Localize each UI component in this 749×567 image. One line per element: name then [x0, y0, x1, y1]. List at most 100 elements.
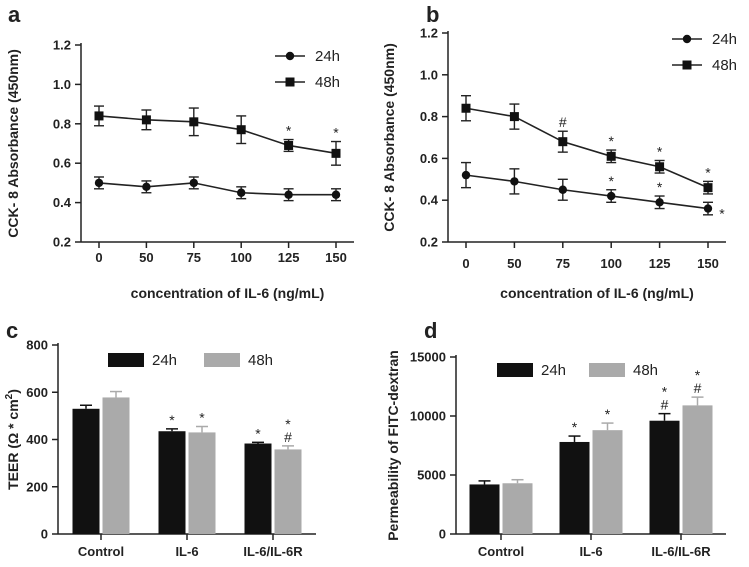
- x-tick-label: 0: [95, 250, 102, 265]
- significance-label: *: [662, 384, 668, 400]
- y-tick-label: 800: [26, 338, 48, 353]
- x-tick-label: 50: [139, 250, 153, 265]
- x-tick-label: 100: [600, 256, 622, 271]
- legend-label: 24h: [541, 362, 566, 379]
- y-axis-title: CCK- 8 Absorbance (450nm): [381, 43, 397, 232]
- data-point: [510, 177, 519, 186]
- legend-swatch: [108, 353, 144, 367]
- y-tick-label: 600: [26, 385, 48, 400]
- y-axis-title: CCK- 8 Absorbance (450nm): [5, 49, 21, 238]
- x-tick-label: 125: [649, 256, 671, 271]
- data-point: [284, 190, 293, 199]
- bar: [502, 483, 533, 534]
- legend-label: 24h: [712, 31, 737, 48]
- y-axis-title: TEER (Ω * cm2): [4, 389, 21, 490]
- significance-label: *: [285, 416, 291, 432]
- panel-a: a 0.2 0.4 0.6 0.8 1.0 1.2 CCK- 8 Absorbance (45…: [5, 2, 354, 301]
- series-line: [98, 182, 336, 196]
- y-tick-label: 400: [26, 432, 48, 447]
- x-tick-label: 50: [507, 256, 521, 271]
- y-tick-label: 0.6: [53, 156, 71, 171]
- y-tick-label: 0.2: [420, 235, 438, 250]
- legend-label: 24h: [152, 352, 177, 369]
- y-tick-label: 0: [439, 527, 446, 542]
- bar: [274, 449, 302, 534]
- significance-label: *: [705, 164, 711, 180]
- y-tick-label: 0.2: [53, 235, 71, 250]
- panel-b: b 0.2 0.4 0.6 0.8 1.0 1.2 CCK- 8 Absorbance (45…: [381, 2, 737, 301]
- bar: [469, 484, 500, 534]
- significance-label: *: [608, 173, 614, 189]
- data-point: [461, 103, 471, 113]
- legend-label: 48h: [315, 74, 340, 91]
- x-tick-label: 75: [187, 250, 201, 265]
- y-tick-label: 1.2: [53, 38, 71, 53]
- x-tick-label: 150: [697, 256, 719, 271]
- data-point: [703, 204, 713, 213]
- data-point: [94, 111, 104, 121]
- data-point: [655, 198, 664, 207]
- panel-d: d 0 5000 10000 15000 Permeability of FITC-dex…: [385, 318, 726, 559]
- data-point: [461, 170, 471, 180]
- significance-label: *: [605, 406, 611, 422]
- legend-swatch: [204, 353, 240, 367]
- data-point: [331, 190, 341, 199]
- significance-label: *: [572, 419, 578, 435]
- significance-label: *: [169, 412, 175, 428]
- x-tick-label: IL-6/IL-6R: [243, 544, 303, 559]
- significance-label: *: [657, 143, 663, 159]
- legend-label: 24h: [315, 48, 340, 65]
- significance-label: *: [695, 367, 701, 383]
- y-tick-label: 0.6: [420, 151, 438, 166]
- x-tick-label: Control: [478, 544, 524, 559]
- data-point: [236, 125, 246, 135]
- y-tick-label: 0.8: [420, 109, 438, 124]
- bar: [72, 408, 100, 534]
- x-axis-title: concentration of IL-6 (ng/mL): [500, 285, 694, 301]
- data-point: [607, 191, 616, 201]
- legend-marker: [285, 51, 295, 61]
- significance-label: *: [286, 123, 292, 139]
- y-tick-label: 15000: [410, 350, 446, 365]
- x-tick-label: IL-6: [579, 544, 602, 559]
- y-tick-label: 200: [26, 479, 48, 494]
- data-point: [284, 140, 294, 150]
- y-tick-label: 0.4: [420, 193, 439, 208]
- data-point: [237, 188, 246, 197]
- x-axis-title: concentration of IL-6 (ng/mL): [131, 285, 325, 301]
- significance-label: *: [333, 125, 339, 141]
- data-point: [331, 148, 341, 158]
- data-point: [509, 112, 519, 122]
- bar: [592, 430, 623, 534]
- series-line: [465, 107, 709, 189]
- significance-label: *: [199, 410, 205, 426]
- y-tick-label: 10000: [410, 409, 446, 424]
- legend-label: 48h: [712, 57, 737, 74]
- legend-swatch: [589, 363, 625, 377]
- data-point: [558, 185, 567, 194]
- legend-label: 48h: [248, 352, 273, 369]
- y-tick-label: 5000: [417, 468, 446, 483]
- significance-label: *: [657, 179, 663, 195]
- y-axis-title: Permeability of FITC-dextran: [385, 350, 401, 541]
- data-point: [606, 151, 616, 161]
- legend-label: 48h: [633, 362, 658, 379]
- legend-marker: [682, 60, 692, 70]
- x-tick-label: 75: [556, 256, 570, 271]
- data-point: [655, 162, 665, 172]
- series-line: [465, 174, 709, 210]
- y-tick-label: 1.0: [420, 67, 438, 82]
- x-tick-label: IL-6/IL-6R: [651, 544, 711, 559]
- y-tick-label: 0.8: [53, 116, 71, 131]
- significance-label: #: [284, 429, 292, 445]
- panel-letter: d: [424, 318, 437, 343]
- bar: [559, 441, 590, 534]
- legend-marker: [285, 77, 295, 87]
- x-tick-label: 150: [325, 250, 347, 265]
- bar: [649, 420, 680, 534]
- panel-letter: a: [8, 2, 21, 27]
- significance-label: #: [694, 380, 702, 396]
- x-tick-label: 125: [278, 250, 300, 265]
- x-tick-label: Control: [78, 544, 124, 559]
